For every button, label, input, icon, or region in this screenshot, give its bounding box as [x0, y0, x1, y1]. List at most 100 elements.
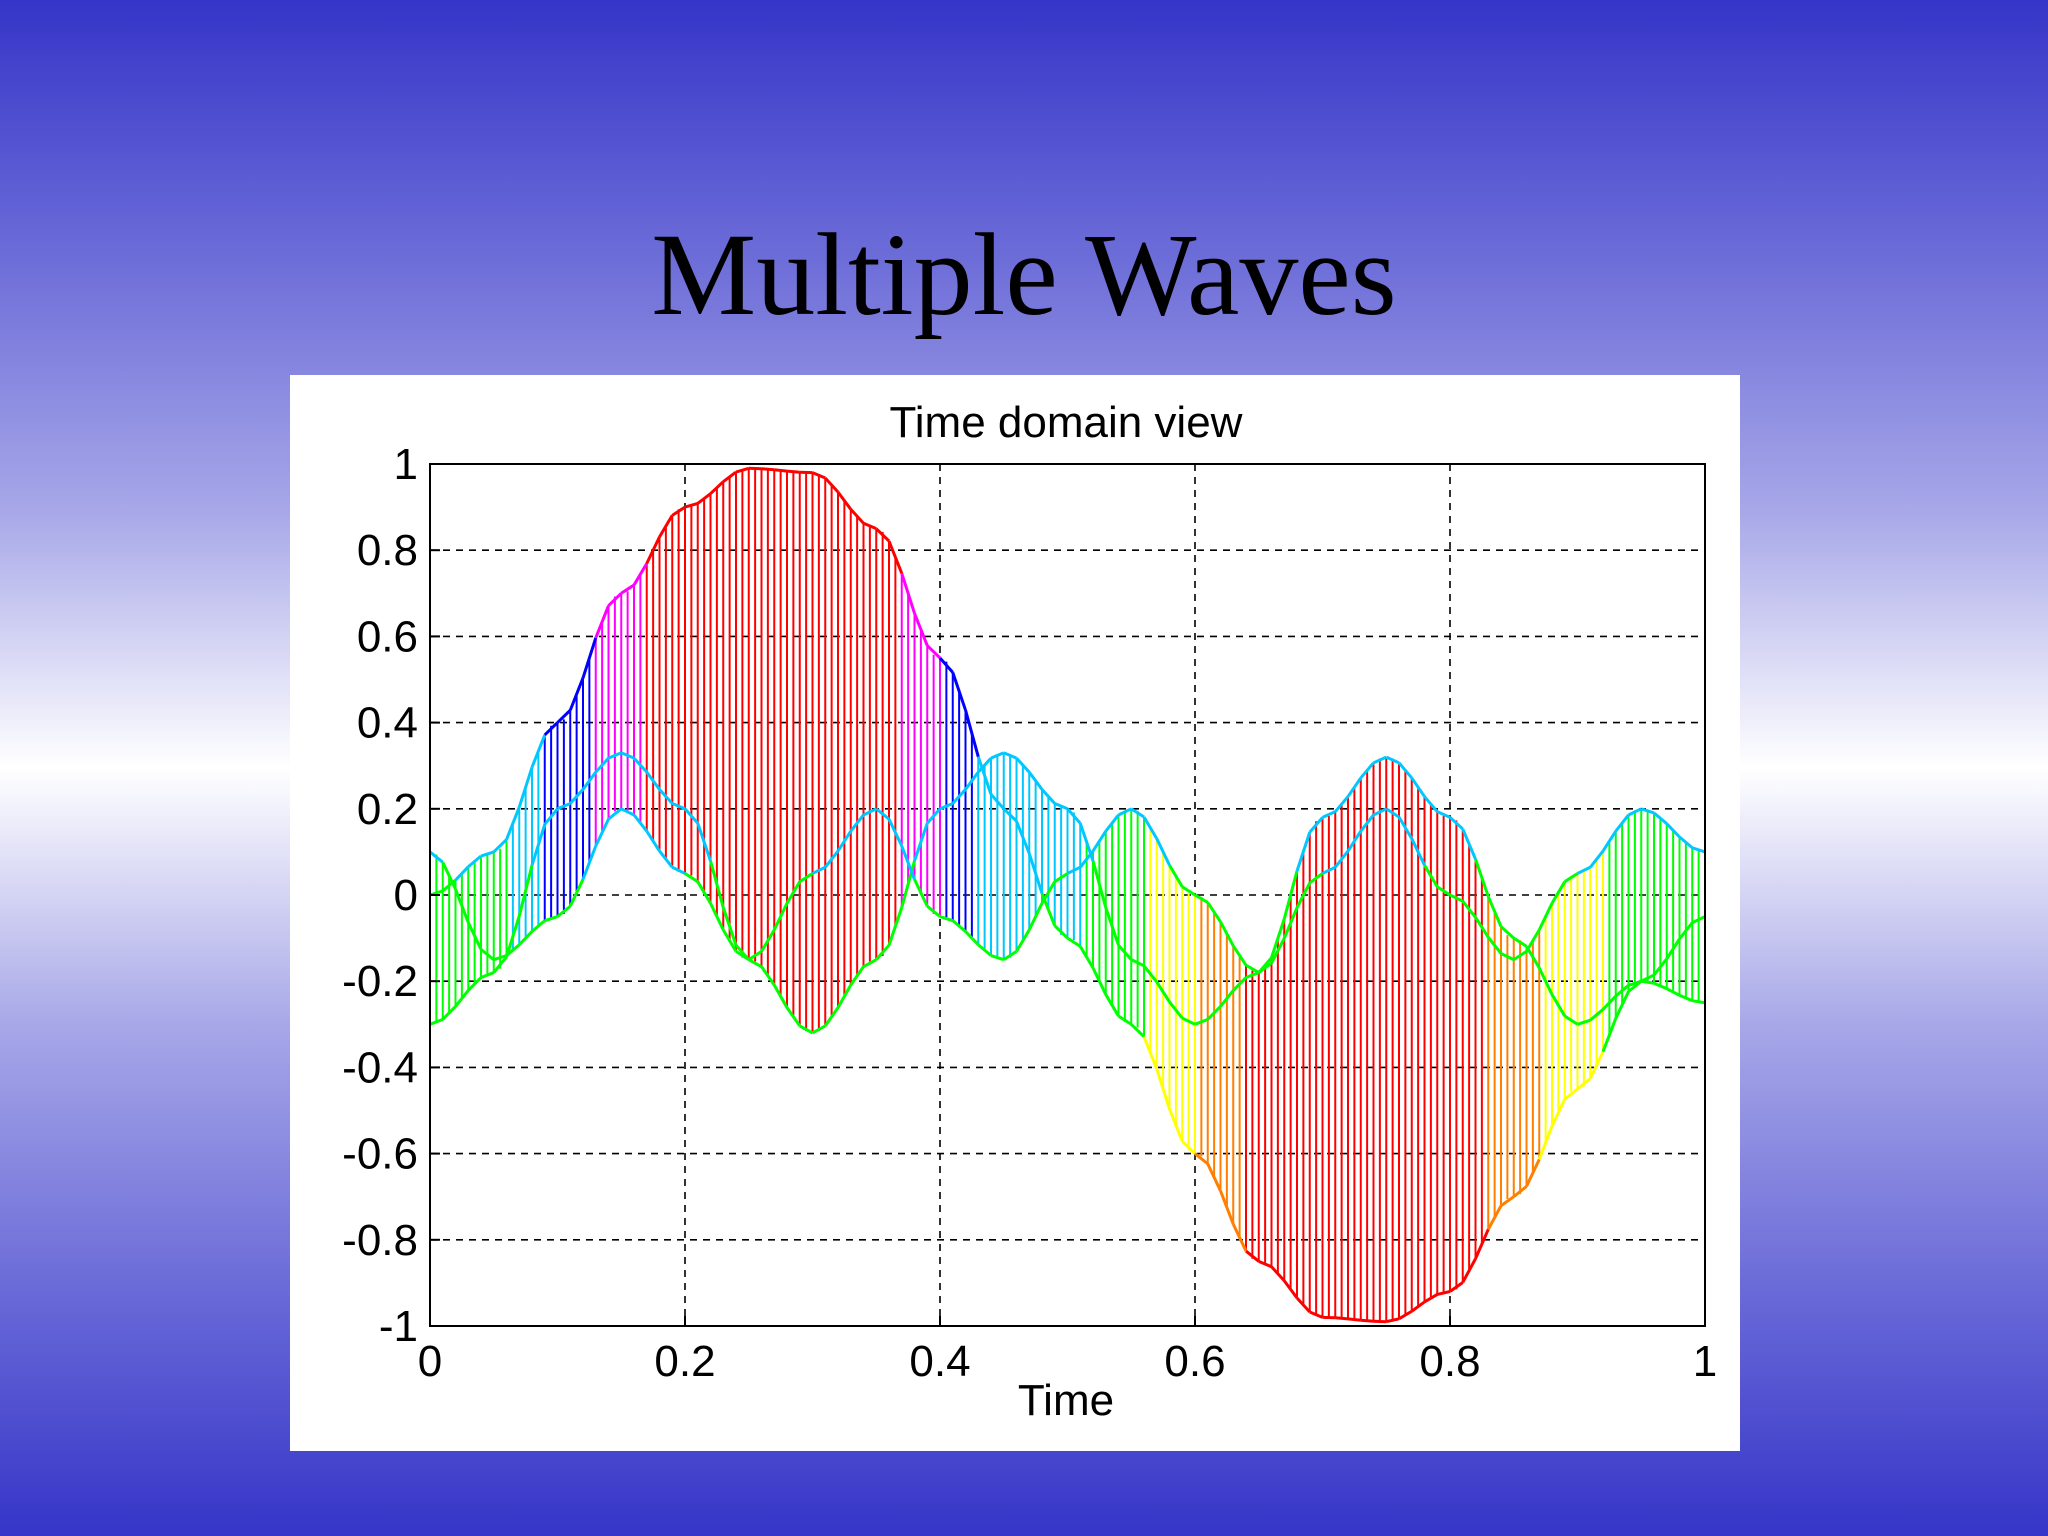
series-2-segment [1054, 802, 1069, 811]
series-2-segment [1219, 989, 1235, 1008]
series-2-segment [1232, 976, 1248, 992]
series-1-segment [1219, 1190, 1235, 1225]
series-3-segment [684, 872, 699, 883]
series-2-segment [1474, 858, 1490, 897]
series-3-segment [1117, 807, 1132, 817]
series-3-segment [1091, 830, 1108, 852]
series-3-segment [531, 919, 546, 933]
y-tick-label: 0.6 [357, 612, 418, 661]
series-1-segment [684, 501, 699, 509]
series-3-segment [875, 807, 890, 821]
series-3-segment [1601, 830, 1618, 852]
series-2-segment [1066, 807, 1082, 825]
series-1-segment [1500, 1195, 1515, 1207]
series-1-segment [517, 766, 534, 808]
series-2-segment [1142, 964, 1158, 983]
series-3-segment [1027, 902, 1044, 931]
series-2-segment [1678, 993, 1693, 1003]
slide-title: Multiple Waves [651, 209, 1397, 340]
series-2-segment [748, 958, 763, 968]
series-3-segment [1142, 816, 1159, 840]
series-2-segment [556, 802, 571, 811]
series-2-segment [721, 907, 738, 946]
series-3-segment [977, 943, 992, 957]
series-1-segment [1423, 1293, 1439, 1304]
series-1-segment [836, 491, 852, 511]
series-2-segment [887, 907, 904, 946]
series-1-segment [951, 671, 967, 711]
series-1-segment [887, 540, 904, 574]
series-1-segment [645, 536, 661, 565]
series-2-segment [785, 1006, 801, 1027]
series-1-segment [1550, 1098, 1567, 1127]
series-3-segment [824, 850, 840, 869]
series-1-segment [849, 508, 865, 525]
series-3-segment [620, 807, 635, 817]
series-2-segment [1436, 810, 1451, 819]
chart-stems [429, 468, 1706, 1322]
series-2-segment [543, 807, 559, 826]
series-1-segment [1066, 936, 1082, 948]
series-2-segment [900, 860, 916, 908]
series-1-segment [492, 838, 508, 853]
y-tick-label: -1 [379, 1302, 418, 1351]
chart-title: Time domain view [890, 398, 1243, 447]
series-2-segment [1653, 981, 1668, 991]
series-3-segment [581, 845, 598, 880]
series-2-segment [530, 823, 547, 866]
y-tick-label: 0.4 [357, 699, 418, 748]
series-1-segment [1258, 1259, 1273, 1269]
chart-grid [430, 464, 1705, 1326]
x-axis-label: Time [1018, 1376, 1114, 1425]
series-3-segment [1308, 872, 1324, 885]
series-2-segment [1397, 761, 1413, 779]
series-1-segment [696, 492, 712, 505]
series-3-segment [1449, 893, 1464, 903]
series-3-segment [658, 850, 674, 869]
series-3-segment [1678, 835, 1694, 849]
series-1-segment [1512, 1185, 1528, 1198]
series-1-segment [1410, 1300, 1426, 1313]
series-3-segment [1525, 929, 1541, 953]
series-2-segment [1003, 751, 1018, 760]
series-2-segment [951, 788, 967, 805]
y-tick-label: 0 [394, 871, 418, 920]
series-2-segment [454, 989, 470, 1008]
series-2-segment [671, 802, 686, 811]
series-2-segment [1321, 810, 1336, 819]
series-1-segment [1231, 1223, 1248, 1252]
series-2-segment [875, 944, 891, 961]
series-3-segment [1219, 921, 1235, 947]
series-3-segment [493, 954, 507, 962]
series-2-segment [939, 802, 954, 811]
series-2-segment [581, 771, 597, 791]
series-2-segment [824, 1006, 840, 1027]
series-2-segment [1194, 1017, 1209, 1026]
series-3-segment [454, 888, 470, 923]
series-3-segment [696, 880, 712, 904]
series-2-segment [1117, 944, 1133, 961]
series-3-segment [990, 954, 1005, 962]
series-2-segment [1091, 860, 1108, 908]
series-1-segment [709, 480, 725, 495]
series-1-segment [543, 721, 559, 737]
series-3-segment [1372, 807, 1387, 817]
chart-figure: Time domain view 0 0.2 0.4 0.6 0.8 1 -1 -0.8 -0… [290, 375, 1740, 1451]
series-3-segment [1576, 865, 1591, 875]
series-1-segment [824, 476, 840, 493]
series-1-segment [938, 656, 954, 674]
series-3-segment [1563, 872, 1579, 883]
series-2-segment [1692, 999, 1706, 1005]
series-1-segment [1576, 1077, 1592, 1091]
series-3-segment [1002, 950, 1018, 961]
series-2-segment [760, 965, 776, 986]
series-3-segment [632, 814, 648, 833]
series-3-segment [1334, 850, 1350, 869]
series-3-segment [466, 921, 483, 951]
series-2-segment [1512, 936, 1528, 948]
series-2-segment [1461, 828, 1477, 860]
series-2-segment [1334, 795, 1350, 813]
series-3-segment [505, 943, 521, 957]
series-1-segment [658, 514, 674, 538]
x-tick-label: 0.6 [1164, 1337, 1225, 1386]
